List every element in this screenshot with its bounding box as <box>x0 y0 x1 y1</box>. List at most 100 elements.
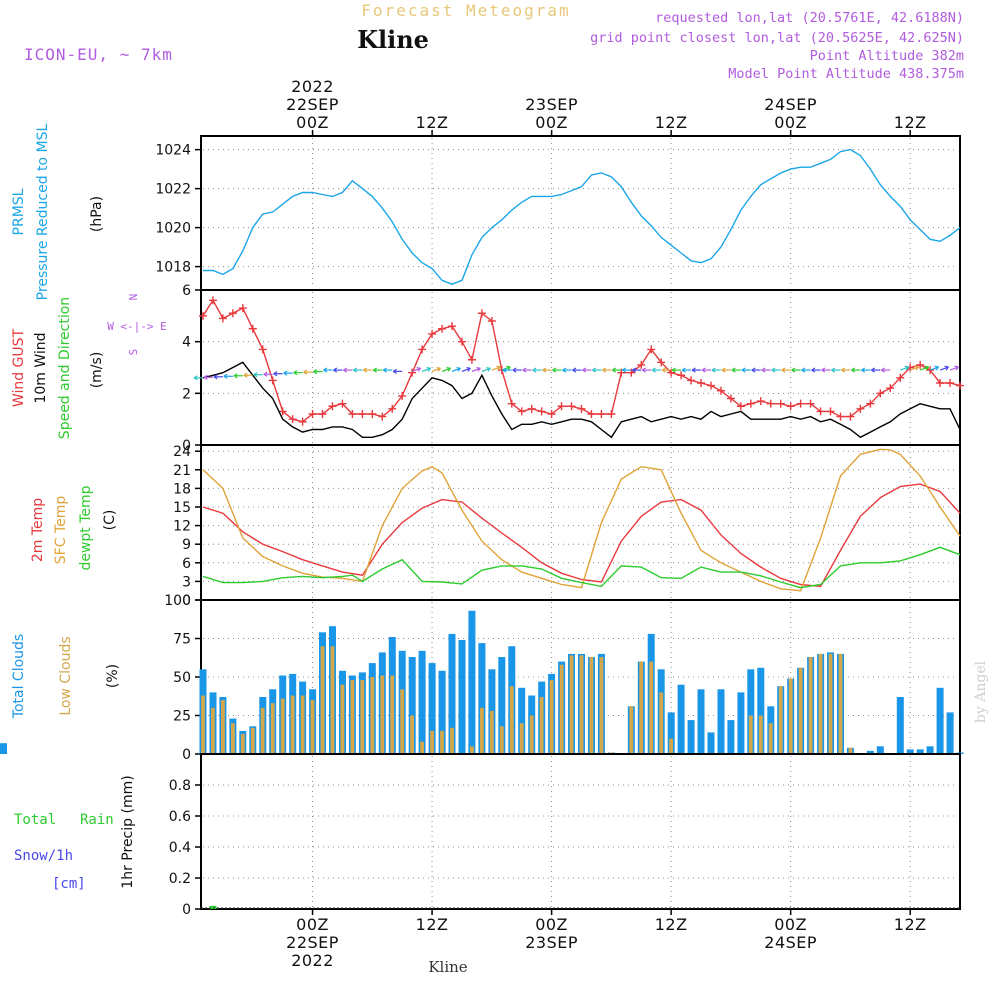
bottom-time-label: 12Z <box>894 915 927 934</box>
clouds-bar-total-clouds <box>498 657 506 754</box>
clouds-bar-low-clouds <box>768 723 773 754</box>
gust-marker <box>826 407 835 416</box>
wind-vector-head <box>711 367 716 373</box>
clouds-bar-total-clouds <box>418 650 426 754</box>
wind-vector-head <box>522 367 527 373</box>
clouds-bar-total-clouds <box>448 633 456 754</box>
precip-ytick-label: 0.6 <box>169 809 191 825</box>
clouds-bar-low-clouds <box>400 689 405 754</box>
wind-vector <box>461 367 471 372</box>
wind-vector-head <box>233 373 238 379</box>
clouds-ytick-label: 75 <box>173 632 191 648</box>
wind-ytick-label: 4 <box>182 335 191 351</box>
wind-vector <box>900 366 909 371</box>
wind-vector-head <box>861 367 866 373</box>
wind-vector <box>431 367 441 372</box>
gust-marker <box>916 360 925 369</box>
clouds-bar-low-clouds <box>549 680 554 754</box>
wind-vector-head <box>283 370 288 376</box>
clouds-bar-total-clouds <box>408 657 416 754</box>
clouds-bar-low-clouds <box>589 657 594 754</box>
pressure-ytick-label: 1024 <box>155 143 191 159</box>
top-time-label: 00Z <box>774 113 807 132</box>
wind-frame <box>200 289 961 446</box>
wind-vector <box>481 367 491 372</box>
bottom-time-label: 24SEP <box>764 933 817 952</box>
wind-ytick-label: 2 <box>182 386 191 402</box>
temperature-ytick-label: 6 <box>182 556 191 572</box>
wind-vector-head <box>731 367 736 373</box>
clouds-bar-low-clouds <box>420 741 424 754</box>
gust-marker <box>378 412 387 421</box>
gust-marker <box>208 296 217 305</box>
clouds-bar-low-clouds <box>370 677 375 754</box>
wind-vector-head <box>701 367 706 373</box>
pressure-frame <box>200 135 961 291</box>
clouds-bar-low-clouds <box>231 723 235 754</box>
temperature-series-dewpt-temp <box>202 546 961 589</box>
gust-marker <box>706 381 715 390</box>
clouds-bar-total-clouds <box>717 689 725 754</box>
clouds-bar-low-clouds <box>211 707 215 754</box>
wind-vector-head <box>293 370 298 376</box>
wind-vector-head <box>761 367 766 373</box>
pressure-ytick-label: 1022 <box>155 182 191 198</box>
model-altitude: Model Point Altitude 438.375m <box>728 66 964 82</box>
clouds-bar-low-clouds <box>569 655 574 754</box>
precip-frame <box>200 753 961 910</box>
wind-vector-head <box>671 367 676 373</box>
wind-vector <box>411 367 421 372</box>
top-time-label: 2022 <box>291 77 334 96</box>
clouds-bar-low-clouds <box>579 655 584 754</box>
clouds-bar-low-clouds <box>669 738 673 754</box>
gust-marker <box>288 415 297 424</box>
temperature-ytick-label: 12 <box>173 519 191 535</box>
wind-vector-head <box>303 369 308 375</box>
wind-vector-head <box>681 367 686 373</box>
gust-marker <box>946 379 955 387</box>
precip-ytick-label: 0 <box>182 902 191 918</box>
wind-ytick-label: 0 <box>182 438 191 454</box>
clouds-bar-total-clouds <box>677 684 685 754</box>
gust-marker <box>298 417 307 426</box>
temp-label-sfc: SFC Temp <box>53 496 69 565</box>
gust-marker <box>607 410 616 418</box>
wind-vector-head <box>641 367 646 373</box>
clouds-ytick-label: 0 <box>182 747 191 763</box>
clouds-bar-low-clouds <box>221 700 225 754</box>
clouds-ytick-label: 50 <box>173 670 191 686</box>
wind-vector-head <box>343 367 348 373</box>
gust-marker <box>348 410 357 418</box>
wind-vector-head <box>651 367 656 373</box>
gust-marker <box>527 404 536 413</box>
temperature-series-2m-temp <box>202 483 961 588</box>
panel-temperature: 0 3 6 9 12 15 18 21 24 <box>173 444 961 609</box>
gust-marker <box>238 304 247 313</box>
wind-vector-head <box>801 367 806 373</box>
gust-marker <box>816 407 825 416</box>
wind-vector-head <box>621 367 627 373</box>
wind-vector-head <box>851 367 856 373</box>
wind-vector-head <box>954 365 959 371</box>
gust-marker <box>856 404 865 413</box>
panel-clouds: 0 25 50 75 100 <box>0 593 964 763</box>
wind-vector-head <box>313 369 318 375</box>
temperature-ytick-label: 0 <box>182 593 191 609</box>
gust-marker <box>338 399 347 408</box>
model-label: ICON-EU, ~ 7km <box>24 45 173 64</box>
watermark: by Angel <box>973 660 989 723</box>
bottom-time-label: 2022 <box>291 951 334 970</box>
wind-vector-head <box>496 365 501 371</box>
gust-marker <box>467 355 476 364</box>
wind-vector-head <box>436 366 442 372</box>
clouds-bar-low-clouds <box>310 700 315 754</box>
wind-vector-head <box>602 367 607 373</box>
gust-marker <box>736 402 745 411</box>
gust-marker <box>647 345 656 354</box>
gust-marker <box>587 410 596 418</box>
gust-marker <box>637 360 646 369</box>
wind-series-10m-wind <box>202 361 961 439</box>
gust-marker <box>697 379 706 387</box>
gust-marker <box>886 384 895 393</box>
gust-marker <box>477 309 486 318</box>
